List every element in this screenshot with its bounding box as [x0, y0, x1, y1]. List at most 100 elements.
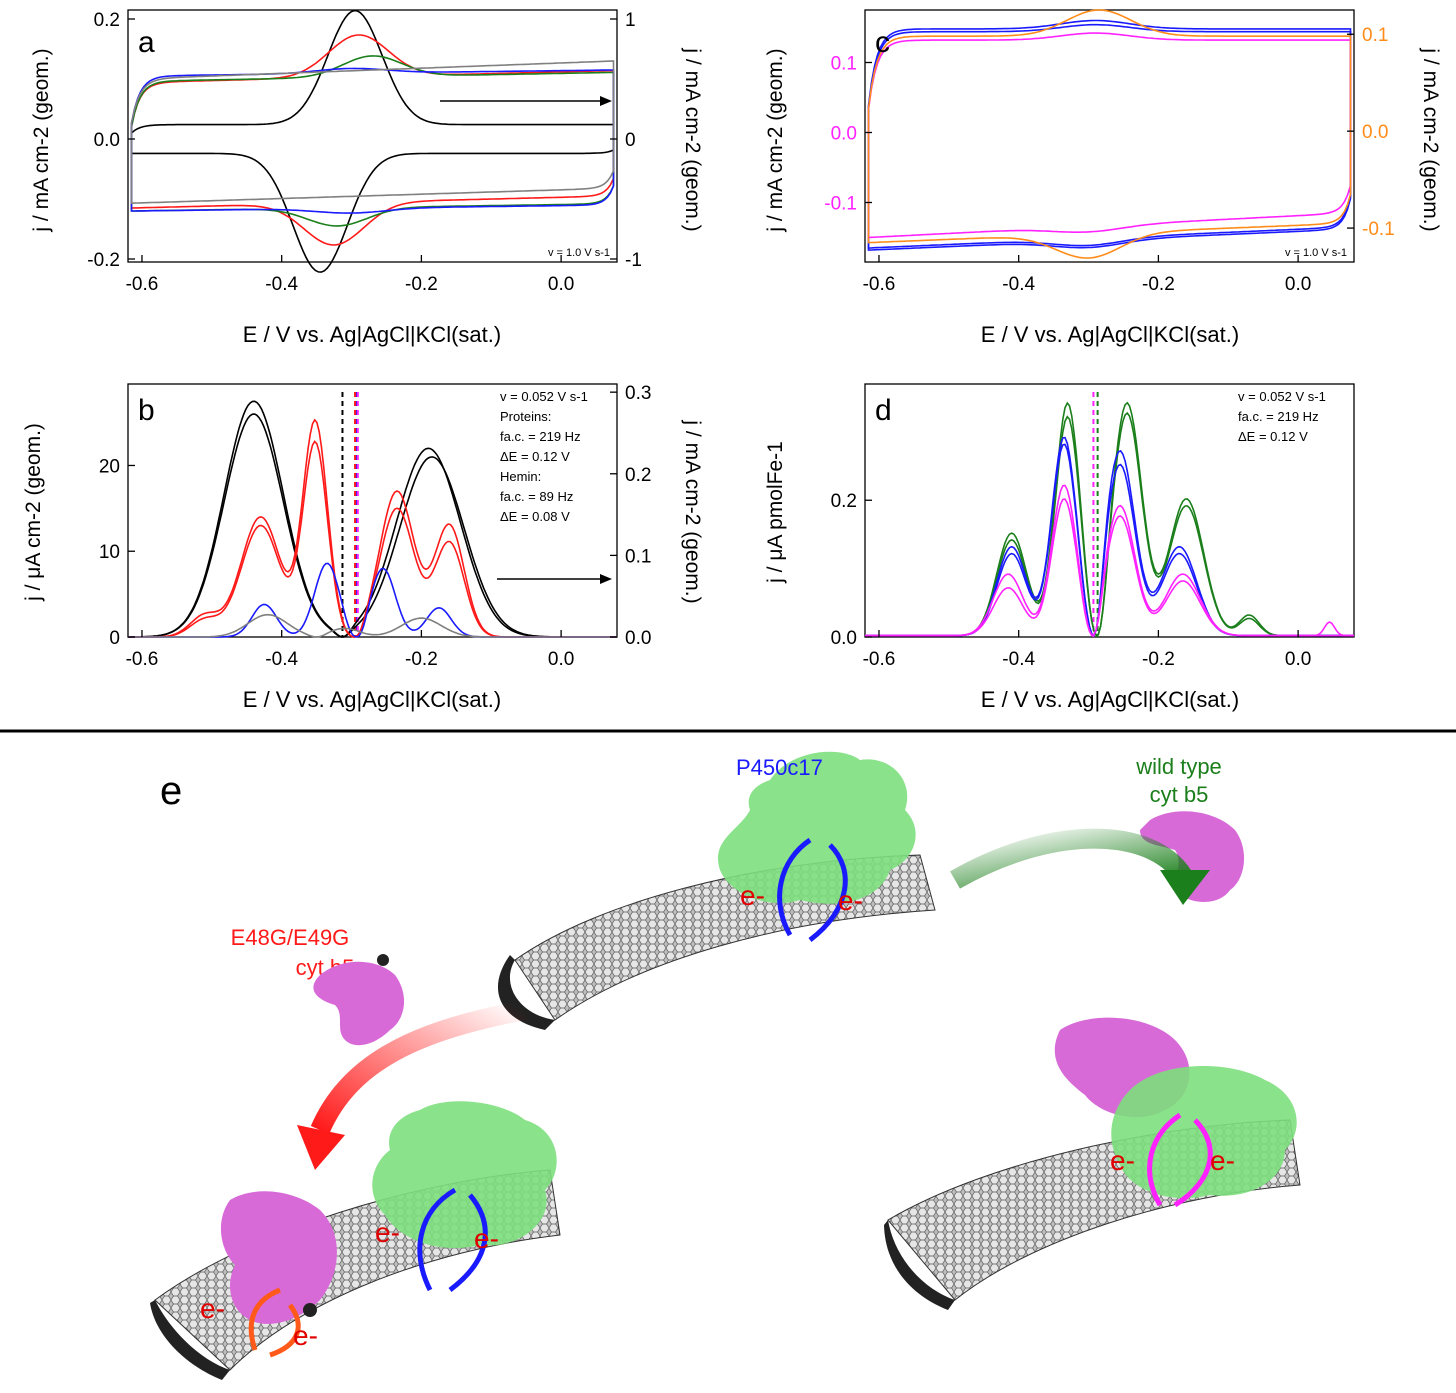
xtick-label: -0.4	[1002, 649, 1035, 670]
xtick-label: 0.0	[1285, 274, 1311, 295]
p450-protein-top: P450c17 e- e-	[717, 751, 916, 942]
wt-label-line2: cyt b5	[1150, 782, 1209, 807]
xtick-label: -0.2	[405, 649, 438, 670]
wt-br-arrow-down	[1173, 1118, 1213, 1208]
annotation-line: v = 0.052 V s-1	[500, 389, 588, 404]
wt-label-line1: wild type	[1135, 754, 1222, 779]
swv-curve-blue-4	[128, 562, 617, 638]
annotation-line: fa.c. = 89 Hz	[500, 489, 573, 504]
ytick-label-left: 0.0	[831, 124, 857, 145]
cv-curve-blue-3	[130, 67, 615, 214]
cv-curve-gray-4	[130, 60, 615, 205]
panel-a-curves	[130, 9, 615, 273]
annotation-line: ΔE = 0.12 V	[1238, 429, 1308, 444]
arrow-to-mutant	[310, 1000, 527, 1135]
mutant-bl-arrow-down	[269, 1303, 301, 1358]
cv-curve-red-1	[130, 34, 615, 246]
ytick-label-right: 0	[625, 130, 636, 151]
ytick-label-right: 0.1	[1362, 25, 1388, 46]
mutant-cytb5-free: E48G/E49G cyt b5	[231, 925, 405, 1046]
panel-a-frame	[127, 9, 618, 263]
annotation-line: fa.c. = 219 Hz	[1238, 409, 1319, 424]
p450-label: P450c17	[736, 755, 823, 780]
xtick-label: -0.2	[1142, 274, 1175, 295]
swv-curve-black-1	[127, 413, 617, 638]
nanotube-bl-end	[150, 1300, 230, 1380]
p450-top-blob	[717, 751, 916, 904]
panel-d-letter: d	[875, 394, 892, 427]
panel-a-xlabel: E / V vs. Ag|AgCl|KCl(sat.)	[243, 322, 501, 347]
xtick-label: -0.4	[265, 649, 298, 670]
annotation-line: ΔE = 0.12 V	[500, 449, 570, 464]
annotation-line: fa.c. = 219 Hz	[500, 429, 581, 444]
ytick-label-left: 10	[99, 542, 120, 563]
cv-curve-black-0	[130, 9, 615, 273]
electron-bl-2: e-	[474, 1223, 499, 1254]
swv-curve-gray-5	[128, 613, 617, 638]
nanotube-bottom-left: e- e- e- e-	[150, 1101, 561, 1380]
mutant-bl-arrow-up	[248, 1287, 282, 1351]
nanotube-bottom-right: e- e-	[884, 1017, 1301, 1310]
cv-curve-orange-3	[867, 9, 1352, 259]
ytick-label-right: 1	[625, 10, 636, 31]
arrow-to-wildtype	[950, 828, 1194, 889]
wt-cytb5-blob	[1140, 811, 1245, 902]
mutant-bl-blob	[220, 1191, 337, 1324]
panel-c-ticks: -0.1 0.0 0.1 -0.1 0.0 0.1 -0.6 -0.4 -0.2 0.0	[824, 25, 1395, 295]
mutant-site-marker	[377, 954, 389, 966]
panel-d-frame	[864, 383, 1355, 638]
ytick-label-right: 0.3	[625, 383, 651, 404]
panel-a-letter: a	[138, 26, 155, 59]
panel-c-curves	[867, 9, 1352, 259]
cv-curve-blue-0	[867, 19, 1352, 249]
arrow-to-wildtype-head	[1160, 870, 1210, 905]
xtick-label: -0.4	[265, 274, 298, 295]
electron-br-2: e-	[1210, 1145, 1235, 1176]
panel-b-letter: b	[138, 394, 155, 427]
panel-a-ticks: -0.2 0.0 0.2 -1 0 1 -0.6 -0.4 -0.2 0.0	[87, 10, 642, 295]
panel-d-ylabel-left: j / μA pmolFe-1	[764, 441, 787, 584]
panel-c: -0.1 0.0 0.1 -0.1 0.0 0.1 -0.6 -0.4 -0.2 0.0 c v …	[764, 9, 1442, 347]
panel-b-ticks: 0 10 20 0.0 0.1 0.2 0.3 -0.6 -0.4 -0.2 0.0	[99, 383, 652, 670]
swv-curve-red-3	[128, 440, 617, 638]
p450-bl-arrow-up	[417, 1187, 457, 1292]
panel-c-letter: c	[875, 26, 890, 59]
annotation-line: Proteins:	[500, 409, 551, 424]
panel-d-ticks: 0.0 0.2 -0.6 -0.4 -0.2 0.0	[831, 491, 1312, 670]
ytick-label-left: 0.2	[831, 491, 857, 512]
ytick-label-right: 0.0	[625, 628, 651, 649]
xtick-label: 0.0	[548, 649, 574, 670]
panel-a-ylabel-left: j / mA cm-2 (geom.)	[30, 48, 53, 232]
xtick-label: 0.0	[1285, 649, 1311, 670]
ytick-label-left: -0.2	[87, 250, 120, 271]
panel-c-ylabel-left: j / mA cm-2 (geom.)	[764, 48, 787, 232]
swv-curve-magenta-5	[865, 498, 1354, 637]
annotation-line: v = 0.052 V s-1	[1238, 389, 1326, 404]
panel-c-frame	[864, 9, 1355, 263]
p450-bl-arrow-down	[448, 1193, 488, 1292]
electron-top-right: e-	[838, 885, 863, 916]
panel-b-ylabel-left: j / μA cm-2 (geom.)	[22, 423, 45, 602]
ytick-label-left: 20	[99, 456, 120, 477]
ytick-label-left: 0.2	[94, 10, 120, 31]
annotation-line: ΔE = 0.08 V	[500, 509, 570, 524]
panel-b-curves	[127, 392, 617, 638]
cv-curve-magenta-2	[867, 32, 1352, 239]
ytick-label-right: -1	[625, 250, 642, 271]
xtick-label: -0.2	[405, 274, 438, 295]
panel-d-xlabel: E / V vs. Ag|AgCl|KCl(sat.)	[981, 687, 1239, 712]
ytick-label-right: 0.2	[625, 465, 651, 486]
xtick-label: -0.2	[1142, 649, 1175, 670]
wt-cytb5-free: wild type cyt b5	[1135, 754, 1245, 902]
electron-bl-3: e-	[200, 1293, 225, 1324]
arrow-to-mutant-head	[297, 1125, 345, 1170]
xtick-label: -0.6	[863, 274, 896, 295]
ytick-label-left: 0	[109, 628, 120, 649]
mutant-cytb5-blob	[313, 961, 405, 1046]
ytick-label-left: 0.0	[831, 628, 857, 649]
p450-bl-blob	[372, 1101, 557, 1249]
electron-top-left: e-	[740, 880, 765, 911]
xtick-label: -0.6	[863, 649, 896, 670]
ytick-label-right: 0.1	[625, 546, 651, 567]
nanotube-br-end	[884, 1220, 955, 1310]
